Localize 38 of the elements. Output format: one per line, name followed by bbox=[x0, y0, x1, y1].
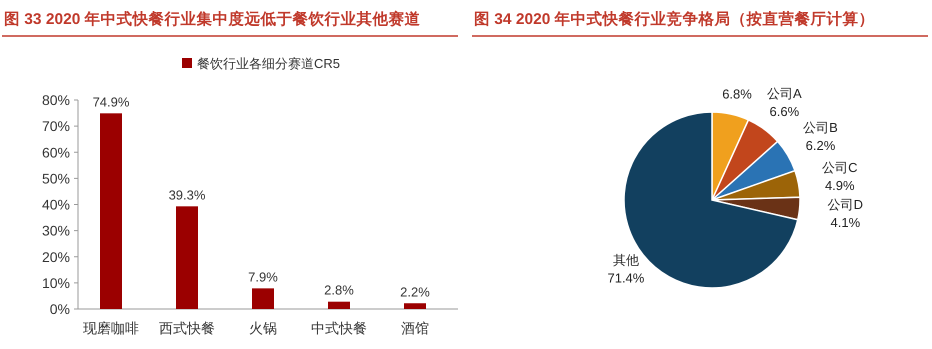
legend-label: 餐饮行业各细分赛道CR5 bbox=[197, 56, 340, 71]
y-tick-label: 50% bbox=[42, 170, 70, 186]
chart-title: 图 33 2020 年中式快餐行业集中度远低于餐饮行业其他赛道 bbox=[4, 9, 421, 28]
data-label: 4.1% bbox=[830, 215, 861, 230]
data-label: 74.9% bbox=[92, 94, 130, 110]
x-tick-label: 酒馆 bbox=[401, 320, 429, 336]
slice-label: 公司B bbox=[803, 120, 838, 135]
bar bbox=[100, 113, 122, 309]
bar bbox=[404, 303, 426, 309]
slice-label: 公司A bbox=[766, 86, 802, 101]
data-label: 6.8% bbox=[722, 86, 752, 102]
data-label: 6.6% bbox=[770, 104, 800, 119]
bar bbox=[176, 206, 198, 309]
y-tick-label: 30% bbox=[42, 222, 70, 239]
y-tick-label: 40% bbox=[42, 196, 70, 212]
bar bbox=[328, 302, 350, 309]
data-label: 6.2% bbox=[806, 138, 836, 153]
x-tick-label: 西式快餐 bbox=[159, 320, 215, 336]
y-tick-label: 0% bbox=[50, 301, 70, 317]
x-tick-label: 中式快餐 bbox=[311, 320, 367, 336]
x-tick-label: 火锅 bbox=[249, 320, 277, 336]
data-label: 2.2% bbox=[400, 284, 430, 300]
y-tick-label: 80% bbox=[42, 92, 70, 108]
slice-label: 公司C bbox=[822, 160, 858, 176]
y-tick-label: 20% bbox=[42, 248, 70, 265]
x-tick-label: 现磨咖啡 bbox=[83, 320, 139, 336]
data-label: 7.9% bbox=[248, 269, 278, 284]
slice-label: 其他 bbox=[612, 252, 639, 268]
y-tick-label: 10% bbox=[42, 274, 70, 291]
data-label: 4.9% bbox=[824, 178, 856, 194]
y-tick-label: 70% bbox=[42, 118, 70, 134]
data-label: 2.8% bbox=[324, 282, 354, 298]
chart-title: 图 34 2020 年中式快餐行业竞争格局（按直营餐厅计算） bbox=[474, 10, 875, 28]
data-label: 71.4% bbox=[608, 270, 645, 286]
slice-label: 公司D bbox=[828, 197, 864, 212]
y-tick-label: 60% bbox=[42, 144, 70, 160]
bar bbox=[252, 288, 274, 309]
data-label: 39.3% bbox=[168, 187, 206, 202]
